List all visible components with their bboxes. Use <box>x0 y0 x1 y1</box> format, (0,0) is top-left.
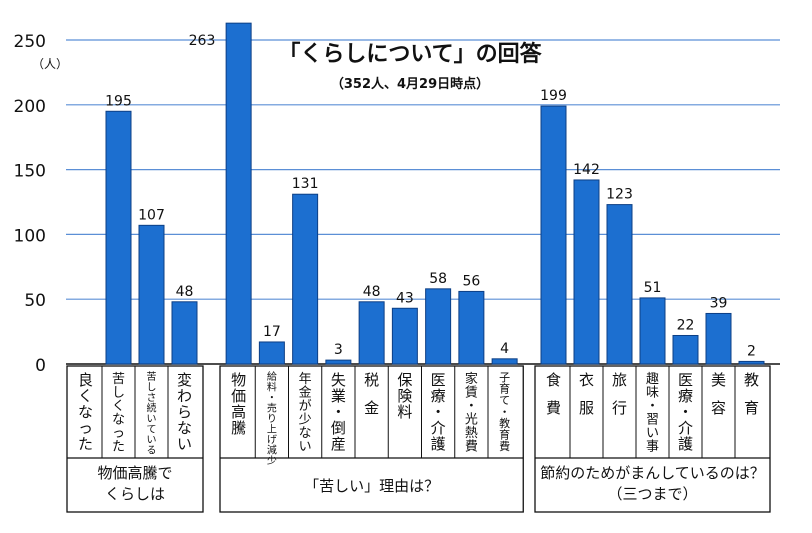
bar <box>425 288 452 365</box>
category-label: 衣服 <box>579 371 594 417</box>
bar <box>225 22 252 365</box>
group-caption: 節約のためがまんしているのは？（三つまで） <box>540 464 765 503</box>
category-label: 趣味・習い事 <box>646 372 659 455</box>
bar-value-label: 263 <box>189 33 216 49</box>
category-label: 失業・倒産 <box>331 371 346 453</box>
bar <box>258 341 285 365</box>
bar-value-label: 4 <box>500 341 509 357</box>
bar <box>138 224 165 365</box>
bar-value-label: 142 <box>573 162 600 178</box>
bars <box>105 22 765 365</box>
bar <box>358 301 385 365</box>
chart-subtitle: （352人、4月29日時点） <box>331 76 489 92</box>
category-label: 変わらない <box>177 371 192 453</box>
category-label: 教育 <box>744 371 759 417</box>
bar <box>540 105 567 365</box>
bar-value-label: 48 <box>363 284 381 300</box>
bar-value-label: 199 <box>540 88 567 104</box>
category-label: 苦しくなった <box>112 371 125 455</box>
y-axis-unit-label: （人） <box>32 57 68 71</box>
bar <box>491 358 518 365</box>
bar-value-label: 2 <box>747 343 756 359</box>
category-label: 年金が少ない <box>299 372 312 455</box>
category-label: 家賃・光熱費 <box>465 371 478 455</box>
bar-value-label: 17 <box>263 324 281 340</box>
bar-value-label: 56 <box>462 273 480 289</box>
y-tick-label: 100 <box>14 226 46 246</box>
category-label: 物価高騰 <box>231 371 246 437</box>
category-label: 良くなった <box>78 371 93 453</box>
bar-value-label: 51 <box>644 280 662 296</box>
bar <box>325 359 352 365</box>
bar <box>105 110 132 365</box>
category-label: 税金 <box>364 371 379 417</box>
bar <box>171 301 198 365</box>
bar <box>672 334 699 365</box>
y-tick-label: 50 <box>24 291 46 311</box>
bar-value-label: 107 <box>138 207 165 223</box>
group-caption: 「苦しい」理由は？ <box>304 477 439 495</box>
group-caption: 物価高騰でくらしは <box>97 464 172 503</box>
y-tick-label: 150 <box>14 162 46 182</box>
y-tick-label: 200 <box>14 97 46 117</box>
bar <box>458 290 485 365</box>
category-label: 医療・介護 <box>431 371 446 453</box>
bar-value-label: 43 <box>396 290 414 306</box>
category-label: 給料・売り上げ減少 <box>267 370 277 467</box>
bar-value-label: 123 <box>606 187 633 203</box>
bar-value-label: 48 <box>176 284 194 300</box>
bar <box>391 307 418 365</box>
bar-value-label: 195 <box>105 93 132 109</box>
category-label: 旅行 <box>612 371 627 417</box>
bar-value-label: 3 <box>334 342 343 358</box>
bar <box>292 193 319 365</box>
category-label: 子育て・教育費 <box>499 371 510 453</box>
category-label: 美容 <box>711 371 726 417</box>
value-labels: 195 107 48 263 17 131 3 48 43 58 56 4 199 142 123 51 22 3… <box>105 33 756 359</box>
category-label: 苦しさ続いている <box>147 370 157 457</box>
bar-value-label: 39 <box>710 295 728 311</box>
group-box <box>219 365 524 513</box>
category-label: 保険料 <box>397 371 412 421</box>
bar <box>606 204 633 365</box>
group-box <box>534 365 771 513</box>
y-tick-label: 250 <box>14 32 46 52</box>
y-tick-label: 0 <box>35 356 46 376</box>
bar <box>573 179 600 365</box>
bar <box>738 360 765 365</box>
bar-value-label: 131 <box>292 176 319 192</box>
bar <box>705 312 732 365</box>
bar <box>639 297 666 365</box>
category-label: 食費 <box>546 371 561 417</box>
bar-value-label: 58 <box>429 271 447 287</box>
category-label: 医療・介護 <box>678 371 693 453</box>
y-axis: 0 50 100 150 200 250 <box>14 32 46 376</box>
chart-title: 「くらしについて」の回答 <box>278 41 542 67</box>
bar-value-label: 22 <box>677 317 695 333</box>
